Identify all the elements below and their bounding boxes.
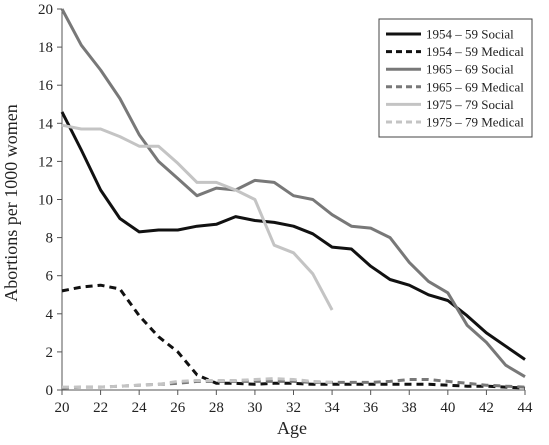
series-line-3 — [60, 8, 526, 378]
x-tick-label: 20 — [55, 400, 70, 416]
series-line-1 — [60, 111, 526, 361]
x-tick-label: 32 — [286, 400, 301, 416]
legend-box — [378, 18, 533, 138]
series-line-6 — [62, 377, 333, 389]
x-tick-label: 36 — [363, 400, 379, 416]
x-tick-label: 42 — [479, 400, 494, 416]
x-tick-label: 22 — [93, 400, 108, 416]
y-tick-label: 20 — [38, 2, 53, 18]
y-tick-label: 18 — [38, 40, 53, 56]
x-tick-label: 28 — [209, 400, 224, 416]
x-tick-label: 44 — [518, 400, 534, 416]
y-tick-label: 10 — [38, 193, 53, 209]
series-line-5 — [61, 123, 334, 311]
y-tick-label: 0 — [46, 383, 54, 399]
x-tick-label: 24 — [132, 400, 148, 416]
x-tick-label: 30 — [247, 400, 262, 416]
x-tick-label: 26 — [170, 400, 186, 416]
y-tick-label: 2 — [46, 345, 54, 361]
legend-label-4: 1965 – 69 Medical — [426, 79, 524, 94]
series-line-2 — [61, 283, 526, 390]
x-tick-label: 34 — [325, 400, 341, 416]
y-tick-label: 12 — [38, 154, 53, 170]
y-axis-title: Abortions per 1000 women — [1, 104, 21, 301]
x-axis-title: Age — [277, 418, 307, 438]
y-tick-label: 16 — [38, 78, 54, 94]
legend-label-6: 1975 – 79 Medical — [426, 115, 524, 130]
legend-label-2: 1954 – 59 Medical — [426, 44, 524, 59]
legend-label-3: 1965 – 69 Social — [426, 62, 514, 77]
y-tick-label: 6 — [46, 269, 54, 285]
y-tick-label: 8 — [46, 231, 54, 247]
x-tick-label: 40 — [440, 400, 455, 416]
x-tick-label: 38 — [402, 400, 417, 416]
y-tick-label: 14 — [38, 116, 54, 132]
legend: 1954 – 59 Social 1954 – 59 Medical 1965 – … — [378, 18, 533, 138]
legend-label-1: 1954 – 59 Social — [426, 27, 514, 42]
y-tick-label: 4 — [46, 307, 54, 323]
legend-label-5: 1975 – 79 Social — [426, 97, 514, 112]
